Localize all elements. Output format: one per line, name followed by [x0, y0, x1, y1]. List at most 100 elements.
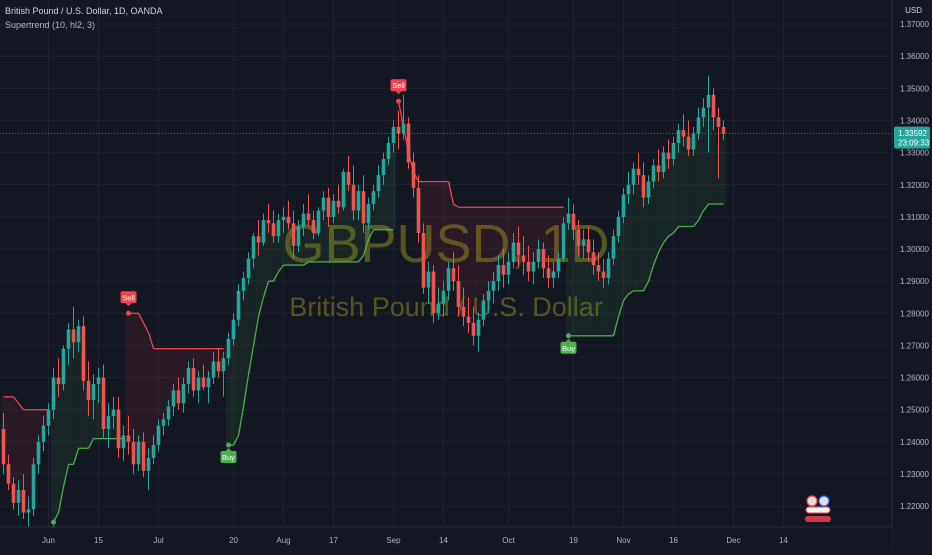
supertrend-segment: [137, 313, 145, 324]
candle-body: [541, 249, 546, 269]
supertrend-fill-segment: [691, 141, 697, 227]
supertrend-fill-segment: [481, 207, 487, 311]
candle: [321, 191, 326, 221]
candle: [291, 210, 296, 259]
candle: [181, 377, 186, 413]
candle-body: [66, 329, 71, 349]
indicator-title[interactable]: Supertrend (10, hl2, 3): [5, 20, 96, 30]
candle-body: [571, 213, 576, 230]
buy-signal: Buy: [220, 442, 237, 464]
y-tick-label: 1.32000: [900, 181, 929, 190]
candle-body: [621, 194, 626, 217]
candle: [416, 175, 421, 243]
supertrend-segment: [237, 406, 245, 436]
candle-body: [671, 142, 676, 160]
y-tick-label: 1.31000: [900, 213, 929, 222]
candle: [651, 159, 656, 188]
candle-body: [511, 242, 516, 262]
signal-box: [390, 79, 407, 92]
candle: [276, 213, 281, 243]
supertrend-fill-segment: [171, 348, 177, 401]
supertrend-fill-segment: [81, 353, 87, 449]
candle: [616, 210, 621, 243]
supertrend-segment: [12, 396, 20, 404]
supertrend-fill-segment: [326, 207, 332, 262]
candle: [511, 232, 516, 269]
candle-body: [676, 130, 681, 143]
supertrend-fill-segment: [131, 313, 137, 452]
candle-body: [376, 175, 381, 192]
candle: [696, 107, 701, 140]
x-tick-label: Aug: [276, 536, 290, 545]
supertrend-segment: [357, 255, 365, 263]
candle: [566, 197, 571, 230]
signal-pointer: [225, 448, 232, 452]
supertrend-fill-segment: [276, 228, 282, 272]
candle-body: [131, 441, 136, 465]
candle: [456, 265, 461, 317]
candle-body: [476, 319, 481, 336]
candle-body: [526, 261, 531, 272]
supertrend-fill-segment: [641, 184, 647, 291]
supertrend-fill-segment: [611, 247, 617, 336]
candle-body: [86, 380, 91, 401]
supertrend-fill-segment: [376, 181, 382, 230]
candle-body: [561, 223, 566, 259]
candle: [646, 175, 651, 205]
supertrend-fill-segment: [531, 207, 537, 269]
candle-body: [596, 265, 601, 272]
y-tick-label: 1.23000: [900, 470, 929, 479]
candle-body: [651, 165, 656, 182]
supertrend-segment: [57, 486, 65, 513]
candle: [376, 165, 381, 198]
candle: [216, 348, 221, 378]
supertrend-fill-segment: [356, 202, 362, 262]
supertrend-fill-segment: [286, 215, 292, 266]
symbol-title[interactable]: British Pound / U.S. Dollar, 1D, OANDA: [5, 6, 163, 16]
candle: [266, 204, 271, 233]
candle-body: [516, 242, 521, 256]
x-tick-label: 19: [569, 536, 578, 545]
y-tick-label: 1.26000: [900, 374, 929, 383]
y-tick-label: 1.30000: [900, 245, 929, 254]
candle-body: [646, 181, 651, 198]
supertrend-fill-segment: [306, 210, 312, 262]
signal-dot: [51, 519, 56, 525]
candle: [436, 287, 441, 320]
candle-body: [6, 464, 11, 484]
supertrend-fill-segment: [491, 207, 497, 288]
supertrend-fill-segment: [681, 130, 687, 227]
watermark-symbol: GBPUSD, 1D: [282, 214, 609, 274]
candle-body: [311, 220, 316, 233]
signal-dot: [226, 442, 231, 448]
candle: [356, 184, 361, 221]
supertrend-fill-segment: [446, 181, 452, 282]
candle: [506, 252, 511, 285]
supertrend-fill-segment: [321, 205, 327, 262]
candle: [111, 396, 116, 429]
candle: [391, 120, 396, 153]
candle: [31, 457, 36, 516]
supertrend-fill-segment: [591, 257, 597, 336]
candle-body: [551, 271, 556, 278]
candle: [481, 294, 486, 327]
supertrend-segment: [242, 374, 250, 407]
price-axis-bg: [892, 0, 932, 550]
candle: [406, 117, 411, 169]
candle-body: [501, 265, 506, 275]
candle-body: [221, 358, 226, 372]
x-tick-label: 16: [669, 536, 678, 545]
candle: [56, 358, 61, 397]
candle: [306, 194, 311, 227]
candle: [51, 367, 56, 420]
y-tick-label: 1.35000: [900, 84, 929, 93]
candle: [41, 416, 46, 452]
candle: [36, 435, 41, 474]
candle-body: [111, 409, 116, 417]
x-tick-label: Dec: [726, 536, 740, 545]
candle: [196, 371, 201, 404]
time-axis-bg: [0, 527, 892, 550]
supertrend-fill-segment: [701, 112, 707, 211]
